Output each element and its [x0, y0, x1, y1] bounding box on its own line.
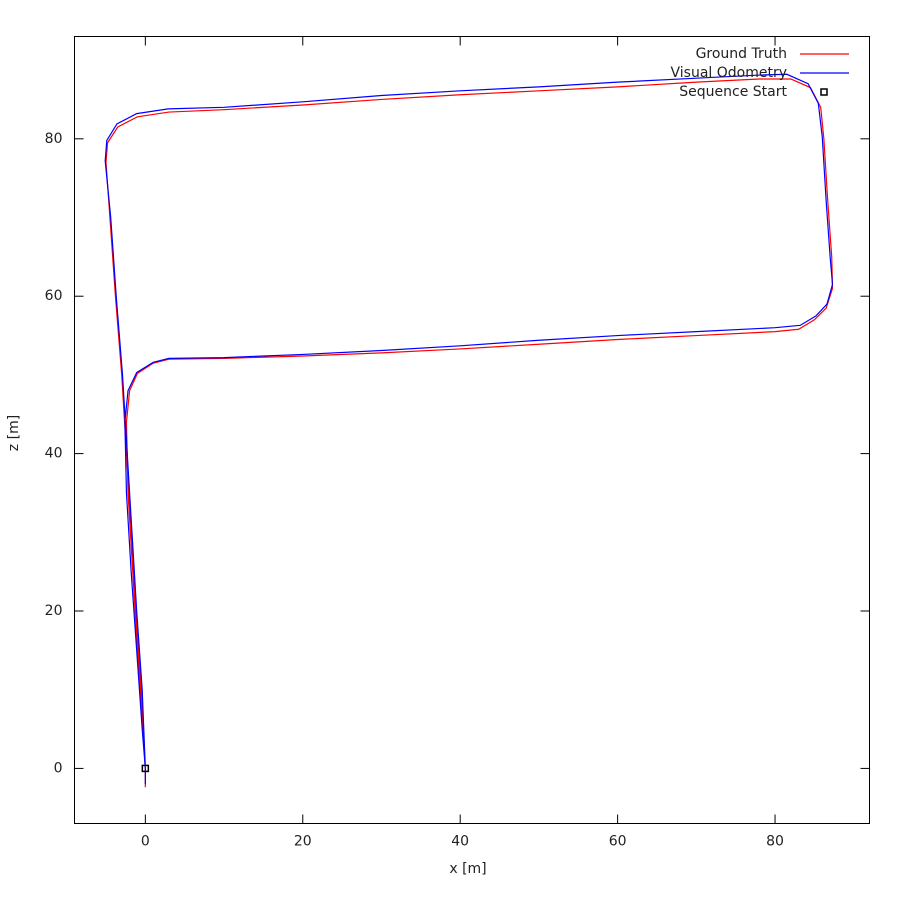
y-tick-label: 80 [45, 131, 63, 147]
y-axis-label: z [m] [6, 415, 22, 451]
x-axis-label: x [m] [449, 861, 486, 877]
y-tick-label: 0 [54, 760, 63, 776]
trajectory-line [105, 78, 834, 788]
y-tick-label: 60 [45, 288, 63, 304]
x-tick-label: 40 [451, 834, 469, 850]
legend-label: Sequence Start [679, 84, 787, 100]
legend-swatch [820, 88, 828, 96]
trajectory-line [104, 73, 834, 785]
y-tick-label: 20 [45, 603, 63, 619]
y-tick-label: 40 [45, 446, 63, 462]
legend-label: Visual Odometry [671, 65, 788, 81]
x-tick-label: 20 [294, 834, 312, 850]
plot-frame [74, 36, 870, 824]
legend-label: Ground Truth [696, 46, 787, 62]
x-tick-label: 0 [141, 834, 150, 850]
start-marker [141, 764, 150, 773]
x-tick-label: 60 [609, 834, 627, 850]
x-tick-label: 80 [766, 834, 784, 850]
